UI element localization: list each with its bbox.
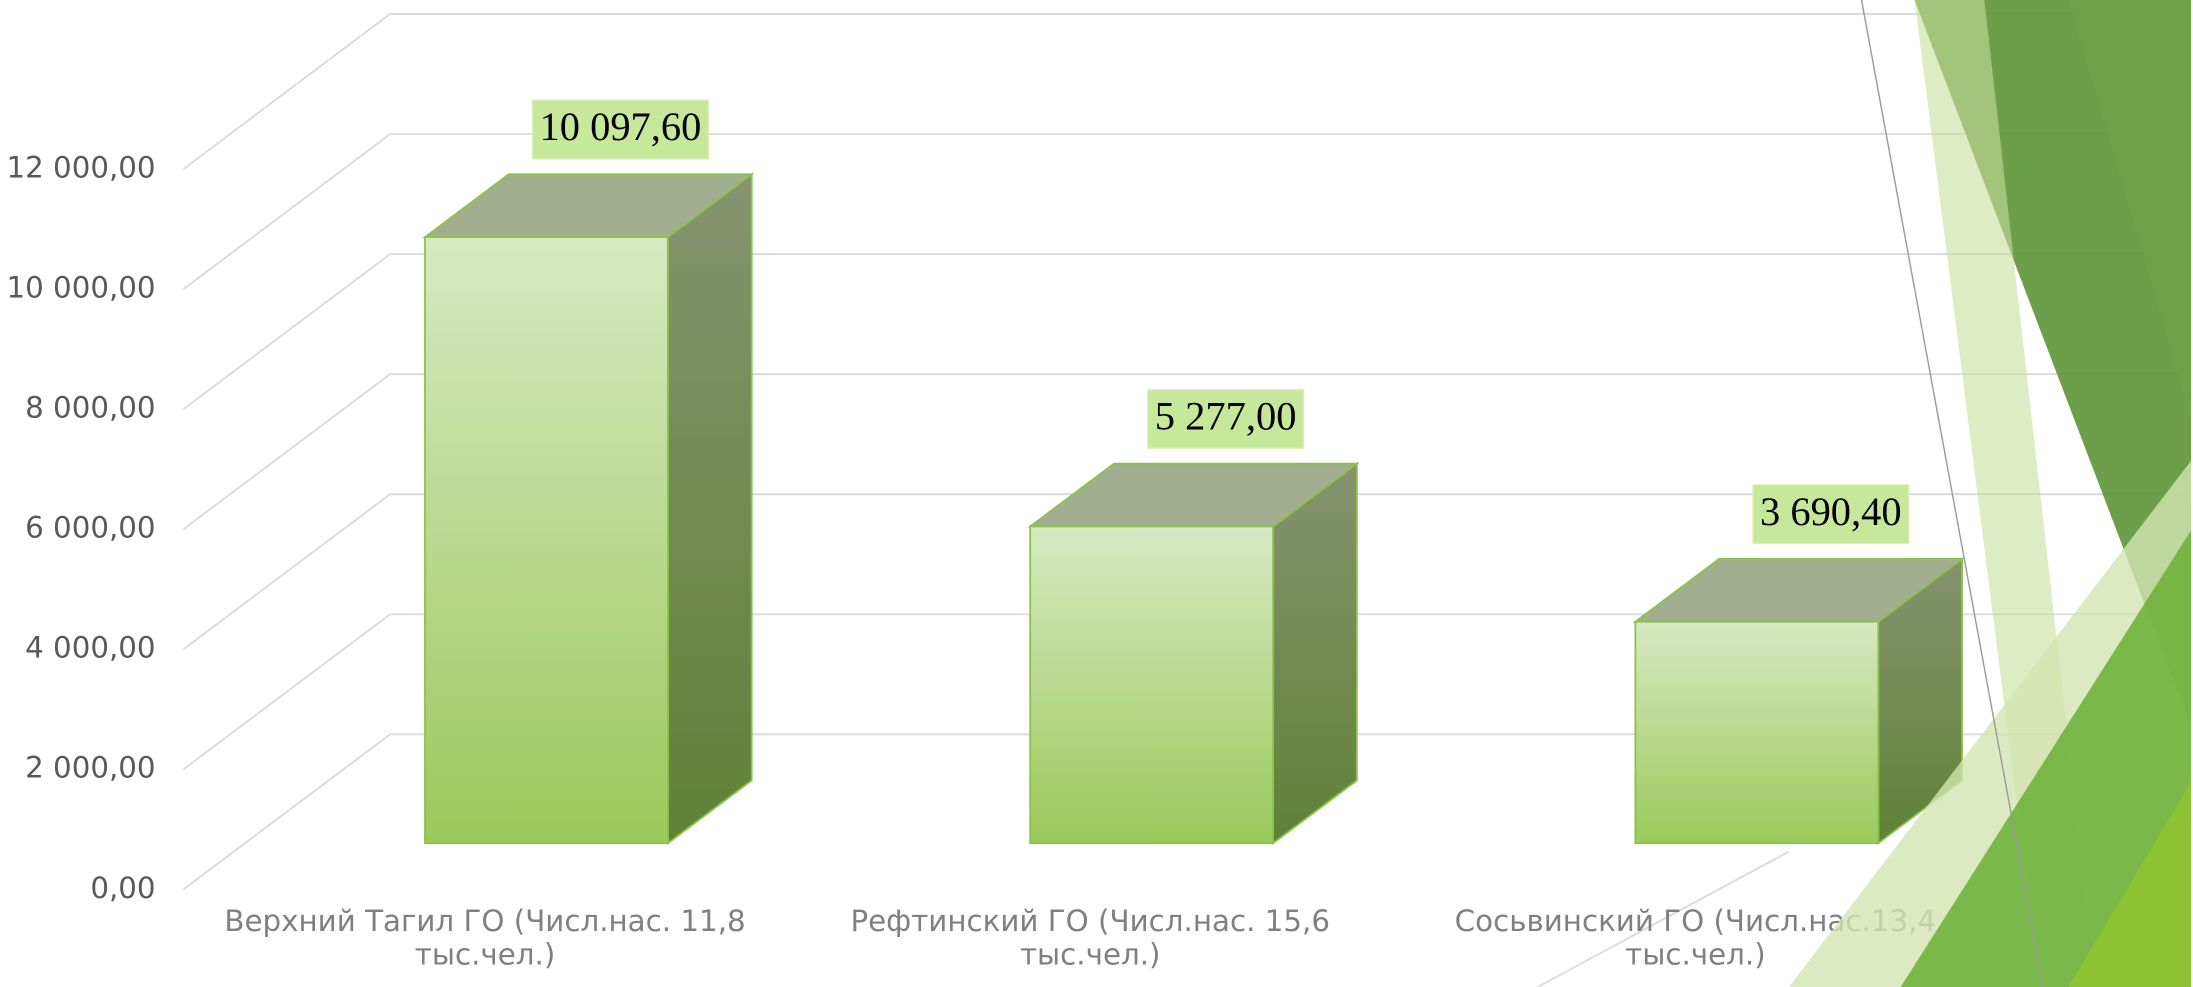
y-tick-label: 2 000,00 [25,751,155,785]
x-tick-label-box: Рефтинский ГО (Числ.нас. 15,6 тыс.чел.) [850,904,1330,972]
data-label-group: 3 690,40 [1752,484,1910,545]
x-tick-label-box: Верхний Тагил ГО (Числ.нас. 11,8 тыс.чел… [224,904,746,972]
floor-edge [1537,850,1790,987]
data-label-box [1752,484,1910,545]
y-tick-label: 8 000,00 [25,391,155,425]
data-label-box [531,99,710,160]
wall-grid-line [182,493,391,650]
data-label: 5 277,00 [1155,394,1297,439]
y-tick-label: 12 000,00 [6,150,155,184]
data-label: 3 690,40 [1760,489,1902,534]
wall-grid-line [182,373,391,530]
data-label-group: 10 097,60 [531,99,710,160]
data-label: 10 097,60 [540,104,702,149]
y-tick-label: 10 000,00 [6,270,155,304]
wall-grid-line [182,13,391,170]
y-tick-label: 4 000,00 [25,631,155,665]
bar [424,236,669,845]
wall-grid-line [182,253,391,410]
x-tick-label: Рефтинский ГО (Числ.нас. 15,6 тыс.чел.) [850,904,1330,972]
bar-side [1272,461,1358,846]
y-tick-label: 6 000,00 [25,511,155,545]
wall-grid-line [182,133,391,290]
bar-side [667,172,753,846]
bar [1634,620,1880,845]
bar [1029,525,1275,845]
wall-grid-line [182,613,391,770]
x-tick-label: Верхний Тагил ГО (Числ.нас. 11,8 тыс.чел… [224,904,746,972]
decoration [1788,0,2191,987]
wall-grid-line [182,733,391,891]
data-label-box [1147,388,1305,449]
data-label-group: 5 277,00 [1147,388,1305,449]
y-tick-label: 0,00 [90,871,155,905]
